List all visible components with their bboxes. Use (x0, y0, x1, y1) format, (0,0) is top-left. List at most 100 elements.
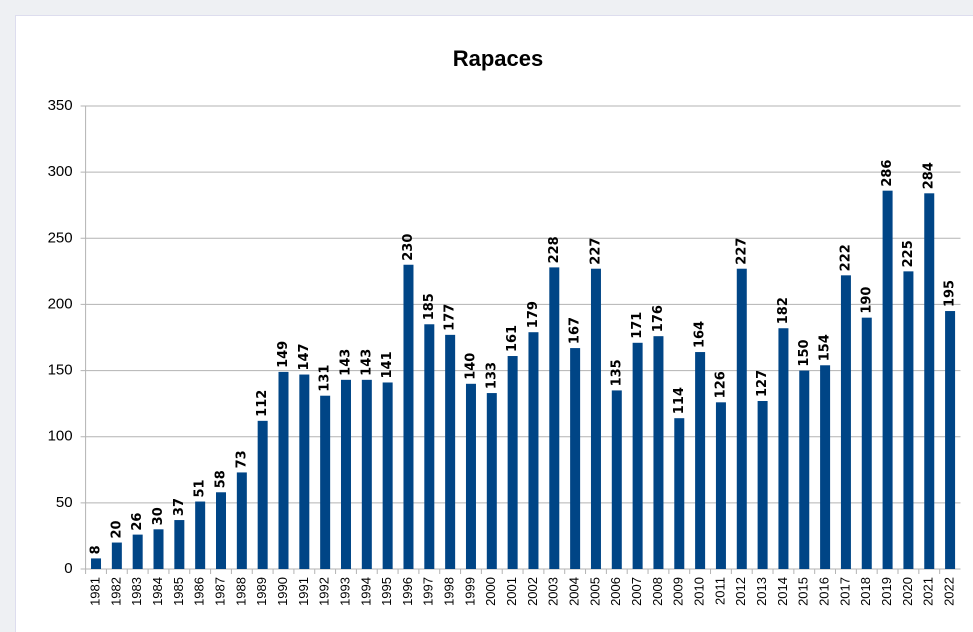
x-tick-label: 2001 (504, 577, 519, 606)
bar (216, 492, 227, 569)
value-label: 222 (838, 244, 853, 271)
y-tick-label: 250 (48, 229, 73, 246)
bar (320, 395, 331, 569)
value-label: 179 (526, 301, 541, 328)
x-tick-label: 1981 (87, 577, 102, 606)
value-label: 149 (276, 341, 291, 368)
x-tick-label: 2007 (629, 577, 644, 606)
x-tick-label: 2006 (608, 577, 623, 606)
value-label: 154 (818, 334, 833, 361)
x-tick-label: 2015 (796, 577, 811, 606)
bar (507, 356, 518, 569)
x-tick-label: 1992 (317, 577, 332, 606)
value-label: 58 (214, 470, 229, 488)
value-label: 150 (797, 339, 812, 366)
x-tick-label: 1986 (192, 577, 207, 606)
bar (840, 275, 851, 569)
bar (903, 271, 914, 569)
bar (674, 418, 685, 569)
x-tick-label: 2004 (567, 577, 582, 606)
y-tick-label: 300 (48, 163, 73, 180)
x-tick-label: 1988 (233, 577, 248, 606)
x-tick-label: 1998 (442, 577, 457, 606)
y-tick-label: 350 (48, 97, 73, 114)
x-tick-label: 1990 (275, 577, 290, 606)
x-tick-label: 2013 (754, 577, 769, 606)
bar (945, 311, 956, 569)
bar (715, 402, 726, 569)
x-tick-label: 2010 (692, 577, 707, 606)
bar (632, 342, 643, 569)
bar (91, 558, 102, 569)
value-label: 73 (234, 450, 249, 468)
y-tick-label: 50 (56, 494, 73, 511)
bar (611, 390, 622, 569)
x-tick-label: 2021 (921, 577, 936, 606)
x-tick-label: 1987 (212, 577, 227, 606)
bar (924, 193, 935, 569)
x-tick-label: 2020 (900, 577, 915, 606)
bar (590, 268, 601, 569)
value-label: 37 (172, 498, 187, 516)
bar (653, 336, 664, 569)
value-label: 26 (130, 513, 145, 531)
x-tick-label: 1993 (337, 577, 352, 606)
value-label: 190 (859, 287, 874, 314)
y-tick-label: 100 (48, 428, 73, 445)
bar (882, 190, 893, 570)
value-label: 284 (922, 162, 937, 189)
bar (528, 332, 539, 569)
bar (549, 267, 560, 569)
bar (299, 374, 310, 569)
value-label: 30 (151, 507, 166, 525)
x-tick-label: 1991 (296, 577, 311, 606)
bar (382, 382, 393, 569)
value-label: 230 (401, 234, 416, 261)
bar (132, 534, 143, 569)
value-label: 114 (672, 387, 687, 414)
x-tick-label: 1995 (379, 577, 394, 606)
value-label: 143 (338, 349, 353, 376)
bar (820, 365, 831, 569)
value-label: 140 (463, 353, 478, 380)
bar (361, 379, 372, 569)
bar (195, 501, 206, 569)
bar (799, 370, 810, 569)
bar (424, 324, 435, 569)
x-tick-label: 2017 (837, 577, 852, 606)
x-tick-label: 2012 (733, 577, 748, 606)
bar (736, 268, 747, 569)
value-label: 131 (318, 365, 333, 392)
value-label: 167 (568, 317, 583, 344)
value-label: 176 (651, 305, 666, 332)
chart-title: Rapaces (453, 46, 544, 71)
x-tick-label: 2014 (775, 577, 790, 606)
x-tick-label: 1996 (400, 577, 415, 606)
y-tick-label: 0 (64, 560, 72, 577)
bar (403, 264, 414, 569)
x-tick-label: 2016 (817, 577, 832, 606)
x-tick-label: 2018 (858, 577, 873, 606)
value-label: 164 (693, 321, 708, 348)
value-label: 126 (713, 371, 728, 398)
x-tick-label: 2022 (942, 577, 957, 606)
bar (111, 542, 122, 569)
y-tick-label: 150 (48, 362, 73, 379)
value-label: 8 (89, 545, 104, 554)
value-label: 147 (297, 343, 312, 370)
bar (257, 420, 268, 569)
value-label: 227 (588, 238, 603, 265)
value-label: 133 (484, 362, 499, 389)
value-label: 286 (880, 160, 895, 187)
bar (153, 529, 164, 569)
value-label: 161 (505, 325, 520, 352)
bar (340, 379, 351, 569)
bar (486, 393, 497, 569)
x-tick-label: 2000 (483, 577, 498, 606)
x-tick-label: 1982 (108, 577, 123, 606)
value-label: 227 (734, 238, 749, 265)
value-label: 20 (109, 520, 124, 538)
x-tick-label: 2011 (712, 577, 727, 605)
